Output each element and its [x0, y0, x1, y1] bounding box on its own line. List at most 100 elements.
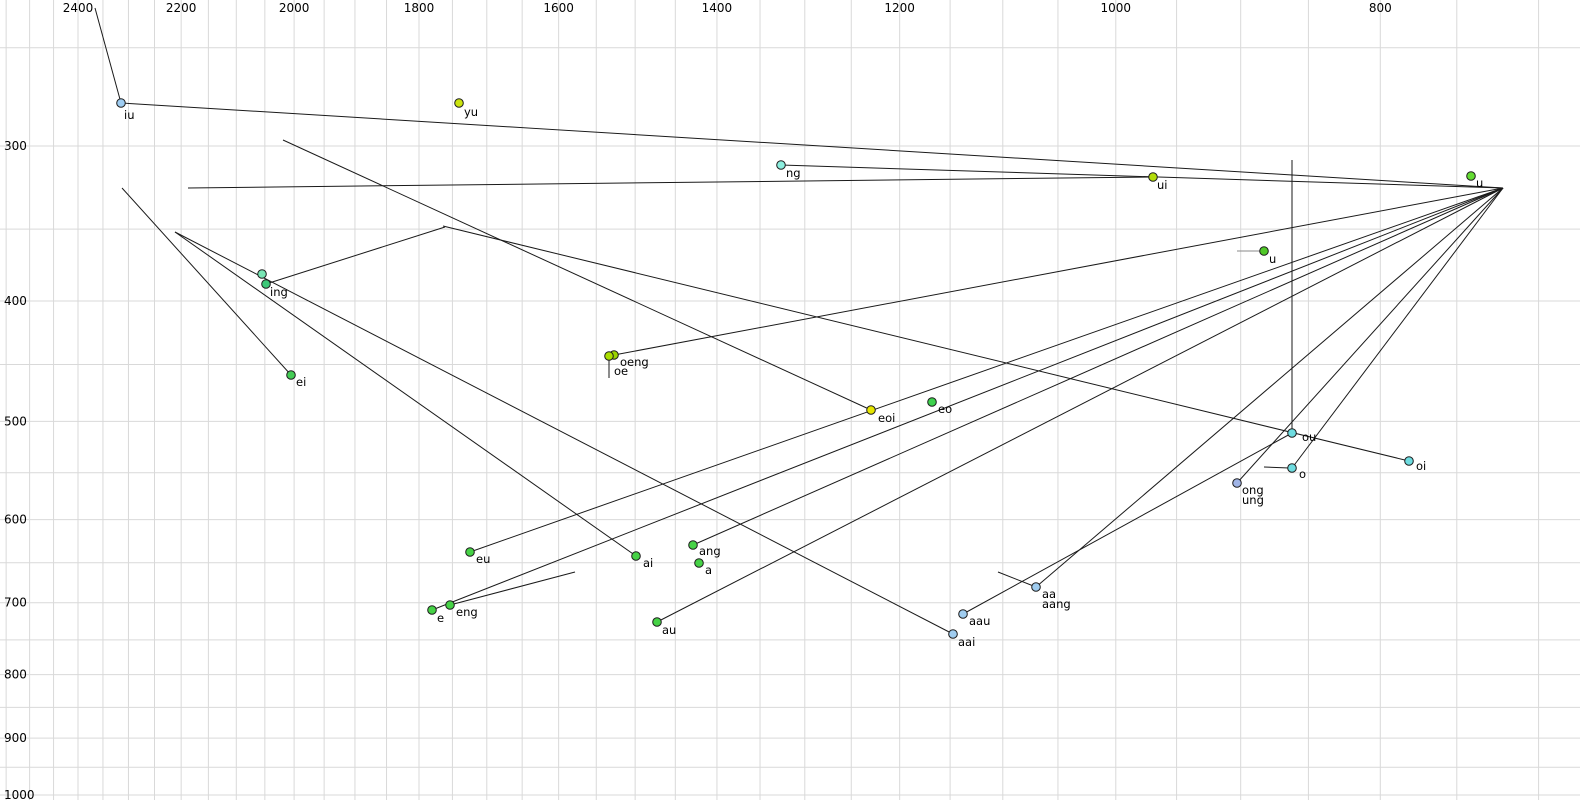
trajectory-line — [613, 187, 1504, 356]
point-label-ou: ou — [1302, 430, 1316, 444]
data-point-ong — [1232, 478, 1242, 488]
data-point-eoi — [866, 405, 876, 415]
data-point-oe — [604, 351, 614, 361]
point-label-eng: eng — [456, 605, 478, 619]
trajectory-line — [174, 231, 637, 557]
x-tick-label: 1200 — [884, 1, 915, 15]
point-label-eo: eo — [938, 402, 952, 416]
data-point-oi — [1404, 456, 1414, 466]
data-point-eu — [465, 547, 475, 557]
data-point-iu — [116, 98, 126, 108]
y-tick-label: 1000 — [4, 788, 35, 800]
point-label-oi: oi — [1416, 459, 1426, 473]
trajectory-line — [780, 164, 1504, 189]
trajectory-line — [94, 7, 122, 104]
trajectory-line — [692, 187, 1504, 546]
x-tick-label: 1800 — [404, 1, 435, 15]
y-tick-label: 600 — [4, 513, 27, 527]
y-tick-label: 700 — [4, 596, 27, 610]
point-label-a: a — [705, 563, 712, 577]
trajectory-line — [282, 139, 872, 411]
trajectory-line — [656, 187, 1504, 623]
point-label-oe: oe — [614, 364, 628, 378]
point-label-eu: eu — [476, 552, 490, 566]
point-label-iu: iu — [124, 108, 134, 122]
point-label-o: o — [1299, 467, 1306, 481]
point-label-oeng: oeng — [620, 355, 649, 369]
data-point-u — [1466, 171, 1476, 181]
y-tick-label: 300 — [4, 139, 27, 153]
point-label-ai: ai — [643, 556, 653, 570]
trajectory-line — [1291, 187, 1504, 469]
point-label-ong: ong — [1242, 483, 1264, 497]
trajectory-line — [997, 571, 1037, 588]
point-label-ung: ung — [1242, 493, 1264, 507]
y-tick-label: 400 — [4, 294, 27, 308]
point-label-eoi: eoi — [878, 411, 895, 425]
x-tick-label: 1000 — [1101, 1, 1132, 15]
point-label-ui: ui — [1157, 178, 1167, 192]
data-point-ui — [1148, 172, 1158, 182]
data-point-aau — [958, 609, 968, 619]
point-label-aa: aa — [1042, 587, 1056, 601]
trajectory-line — [962, 432, 1293, 615]
data-point-aai — [948, 629, 958, 639]
trajectory-line — [120, 102, 1504, 189]
data-point-u — [1259, 246, 1269, 256]
data-point-aa — [1031, 582, 1041, 592]
x-tick-label: 2200 — [166, 1, 197, 15]
data-point-ou — [1287, 428, 1297, 438]
data-point-ng — [776, 160, 786, 170]
data-point-a — [694, 558, 704, 568]
point-label-aai: aai — [958, 635, 975, 649]
data-point-yu — [454, 98, 464, 108]
data-point-o — [1287, 463, 1297, 473]
point-label-u: u — [1269, 252, 1276, 266]
trajectory-line — [431, 187, 1504, 611]
x-tick-label: 1600 — [543, 1, 574, 15]
y-tick-label: 900 — [4, 731, 27, 745]
data-point-ei — [286, 370, 296, 380]
data-points — [116, 98, 1476, 639]
point-label-ing: ing — [270, 285, 288, 299]
y-axis-tick-labels: 300 400 500 600 700 800 900 1000 — [4, 139, 35, 800]
x-tick-label: 2400 — [63, 1, 94, 15]
trajectory-line — [174, 231, 954, 635]
trajectory-line — [469, 187, 1504, 553]
trajectory-line — [1236, 187, 1504, 484]
point-label-aang: aang — [1042, 597, 1071, 611]
trajectory-line — [187, 176, 1154, 189]
point-label-aau: aau — [969, 614, 990, 628]
trajectory-line — [449, 571, 576, 606]
trajectory-line — [121, 187, 292, 376]
data-point-au — [652, 617, 662, 627]
trajectory-line — [1263, 466, 1290, 469]
x-tick-label: 800 — [1369, 1, 1392, 15]
y-tick-label: 500 — [4, 414, 27, 428]
point-label-u: u — [1476, 176, 1483, 190]
point-label-ei: ei — [296, 375, 306, 389]
point-label-ang: ang — [699, 544, 721, 558]
x-tick-label: 2000 — [279, 1, 310, 15]
data-point-e — [427, 605, 437, 615]
data-point-ai — [631, 551, 641, 561]
trajectory-lines — [94, 7, 1504, 635]
y-tick-label: 800 — [4, 668, 27, 682]
data-point-unlabeled — [257, 269, 267, 279]
point-label-yu: yu — [464, 105, 478, 119]
trajectory-line — [1035, 187, 1504, 588]
point-label-e: e — [437, 611, 444, 625]
trajectory-line — [265, 226, 446, 285]
data-point-eo — [927, 397, 937, 407]
data-point-ing — [261, 279, 271, 289]
point-label-au: au — [662, 623, 676, 637]
x-axis-tick-labels: 2400 2200 2000 1800 1600 1400 1200 1000 800 — [63, 1, 1392, 15]
data-point-ang — [688, 540, 698, 550]
trajectory-line — [442, 225, 1410, 462]
data-point-eng — [445, 600, 455, 610]
point-label-ng: ng — [786, 166, 801, 180]
